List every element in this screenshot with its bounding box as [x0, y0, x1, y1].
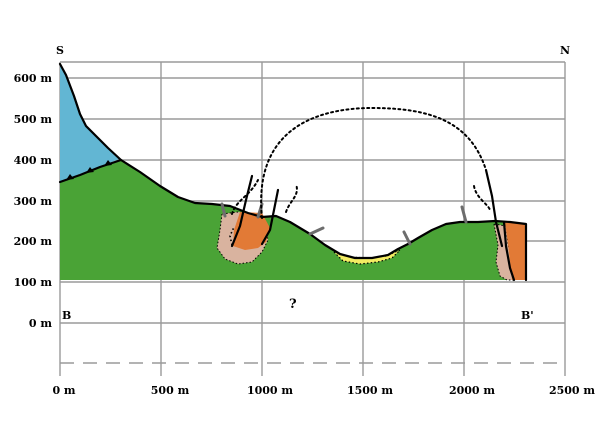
yellow-unit	[333, 249, 401, 265]
fault-left-1	[230, 174, 254, 248]
y-tick-label: 100 m	[14, 276, 53, 289]
section-end-label: B'	[521, 309, 534, 322]
y-tick-label: 400 m	[14, 154, 53, 167]
y-tick-label: 300 m	[14, 195, 53, 208]
contact-dotted-left	[229, 226, 235, 246]
orange-unit-right	[505, 222, 526, 280]
y-axis-labels: 600 m 500 m 400 m 300 m 200 m 100 m 0 m	[14, 72, 53, 330]
fault-right-2	[502, 220, 516, 282]
x-axis-labels: 0 m 500 m 1000 m 1500 m 2000 m 2500 m	[52, 384, 595, 397]
inferred-structure-arch	[260, 107, 487, 219]
x-tick-label: 1000 m	[247, 384, 293, 397]
inferred-trace-right	[473, 185, 491, 211]
geology	[60, 64, 526, 281]
north-label: N	[560, 44, 570, 57]
topographic-surface	[58, 62, 528, 282]
x-tick-label: 2000 m	[449, 384, 495, 397]
thrust-teeth	[66, 160, 112, 180]
orange-unit-left	[233, 212, 270, 250]
south-label: S	[56, 44, 64, 57]
dip-tick	[308, 226, 325, 236]
inferred-trace-mid	[285, 183, 298, 213]
y-tick-label: 0 m	[29, 317, 52, 330]
dip-tick	[460, 205, 468, 224]
dip-tick	[402, 230, 412, 246]
dip-tick	[220, 202, 227, 218]
y-tick-label: 600 m	[14, 72, 53, 85]
x-tick-label: 500 m	[151, 384, 190, 397]
blue-unit	[60, 64, 119, 182]
y-tick-label: 200 m	[14, 235, 53, 248]
labels: S N B B' ? 600 m 500 m 400 m 300 m 200 m…	[14, 44, 596, 397]
inferred-trace-left	[231, 179, 259, 215]
fault-right-1	[484, 168, 504, 248]
x-tick-label: 0 m	[52, 384, 75, 397]
fault-left-2	[260, 188, 280, 246]
x-tick-label: 2500 m	[549, 384, 595, 397]
x-tick-label: 1500 m	[347, 384, 393, 397]
section-start-label: B	[62, 309, 71, 322]
lines	[58, 62, 528, 282]
unknown-marker: ?	[289, 297, 297, 312]
y-tick-label: 500 m	[14, 113, 53, 126]
